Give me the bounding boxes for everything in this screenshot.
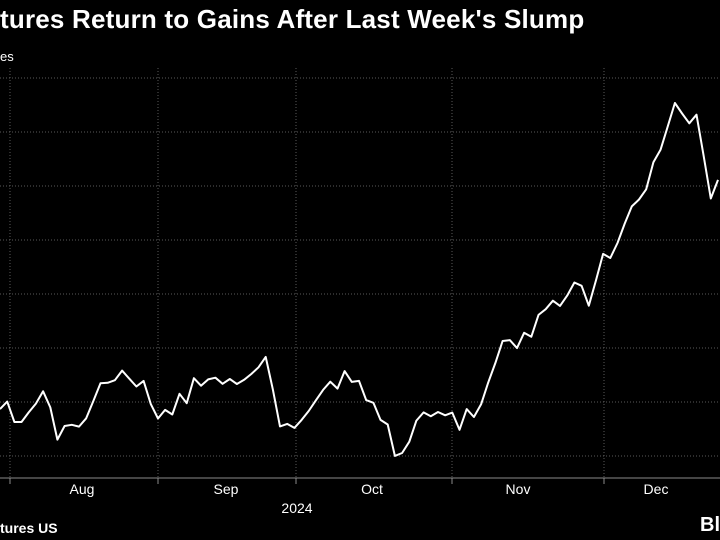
source-note: tures US: [0, 520, 58, 536]
x-year-label: 2024: [281, 500, 312, 516]
brand-logo: Bl: [700, 514, 720, 536]
x-tick-label: Dec: [644, 481, 669, 497]
y-unit-label: es: [0, 49, 14, 64]
x-tick-label: Sep: [214, 481, 239, 497]
x-axis: Aug Sep Oct Nov Dec: [9, 478, 669, 497]
x-tick-label: Oct: [361, 481, 383, 497]
chart-title: tures Return to Gains After Last Week's …: [0, 4, 585, 34]
chart-grid: [0, 68, 720, 478]
x-tick-label: Nov: [506, 481, 531, 497]
x-tick-label: Aug: [70, 481, 95, 497]
series-line: [0, 102, 719, 457]
